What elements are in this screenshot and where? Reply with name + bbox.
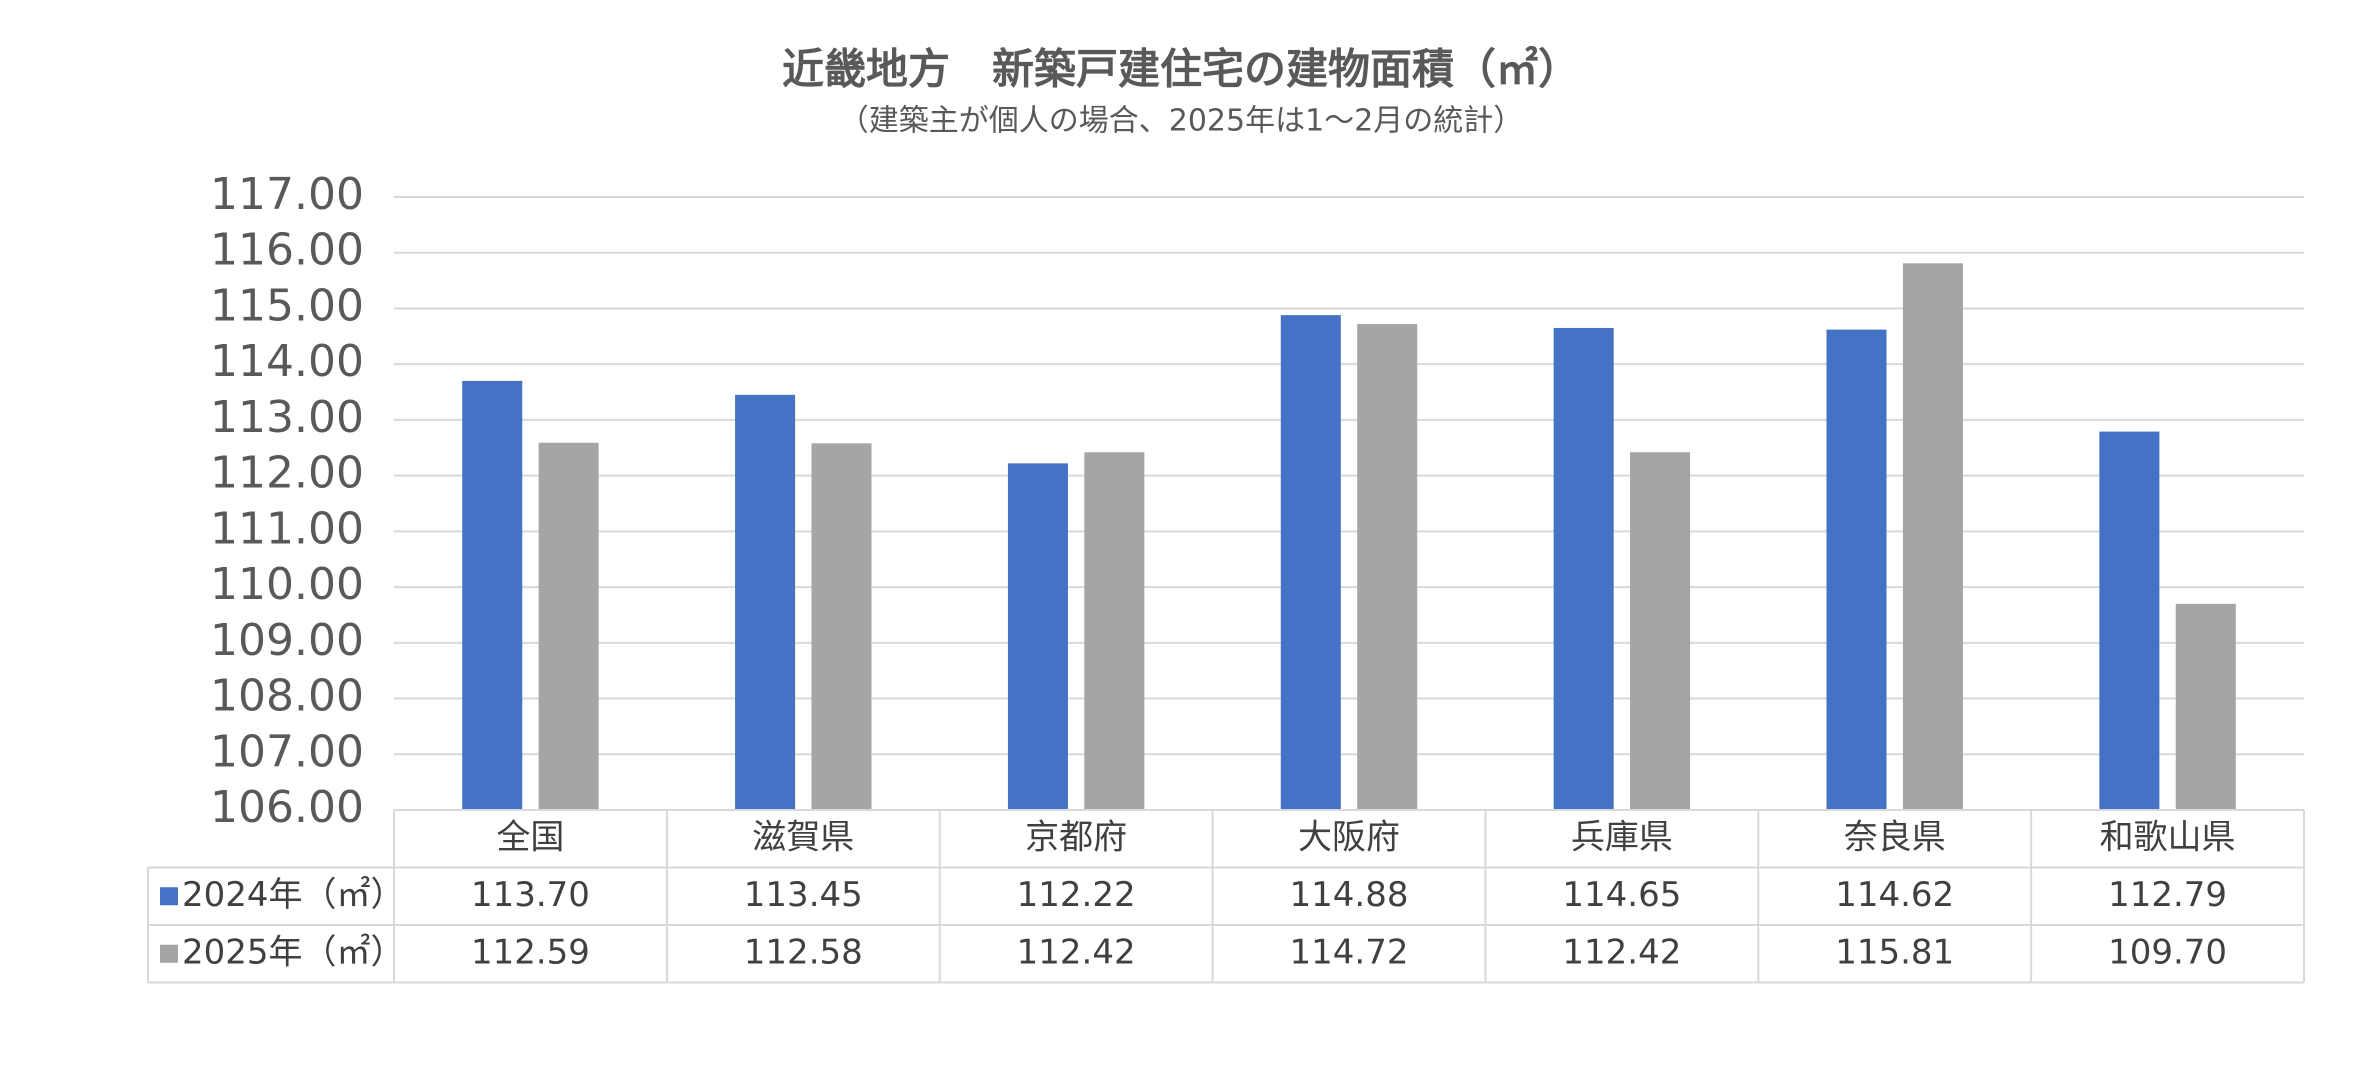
table-value: 114.62 [1835, 875, 1954, 915]
bar [462, 380, 523, 810]
bar [811, 443, 872, 810]
table-value: 109.70 [2108, 932, 2227, 972]
bar [1007, 463, 1068, 810]
bar [1553, 327, 1614, 810]
y-tick-label: 113.00 [210, 392, 364, 443]
bar [735, 394, 796, 810]
x-tick-label: 滋賀県 [752, 817, 854, 857]
chart-title: 近畿地方 新築戸建住宅の建物面積（㎡） [782, 45, 1580, 94]
table-value: 112.42 [1562, 932, 1681, 972]
y-tick-label: 112.00 [210, 448, 364, 499]
table-value: 115.81 [1835, 932, 1954, 972]
y-tick-label: 116.00 [210, 225, 364, 276]
legend-label: 2024年（㎡） [182, 875, 405, 915]
bar [538, 442, 599, 810]
bar [1084, 452, 1145, 810]
table-value: 114.65 [1562, 875, 1681, 915]
legend-swatch [160, 887, 178, 906]
x-tick-label: 奈良県 [1844, 817, 1946, 857]
bar [1902, 263, 1963, 811]
y-tick-label: 114.00 [210, 336, 364, 387]
y-tick-label: 110.00 [210, 559, 364, 610]
table-value: 112.58 [744, 932, 863, 972]
table-value: 112.59 [471, 932, 590, 972]
bar [1630, 452, 1691, 810]
x-tick-label: 兵庫県 [1571, 817, 1673, 857]
table-value: 113.70 [471, 875, 590, 915]
table-value: 112.42 [1017, 932, 1136, 972]
x-tick-label: 和歌山県 [2100, 817, 2236, 857]
chart-subtitle: （建築主が個人の場合、2025年は1～2月の統計） [839, 104, 1524, 139]
legend-label: 2025年（㎡） [182, 932, 405, 972]
table-value: 112.22 [1017, 875, 1136, 915]
bar [2099, 431, 2160, 810]
x-tick-label: 大阪府 [1298, 817, 1400, 857]
bar [2175, 603, 2236, 810]
y-tick-label: 107.00 [210, 726, 364, 777]
table-value: 112.79 [2108, 875, 2227, 915]
y-tick-label: 106.00 [210, 782, 364, 833]
y-tick-label: 117.00 [210, 169, 364, 220]
bar [1280, 315, 1341, 810]
bar [1357, 324, 1418, 810]
bar [1826, 329, 1887, 810]
y-tick-label: 108.00 [210, 671, 364, 722]
legend-swatch [160, 944, 178, 963]
x-tick-label: 全国 [496, 817, 564, 857]
table-value: 114.72 [1290, 932, 1409, 972]
y-tick-label: 115.00 [210, 280, 364, 331]
y-tick-label: 111.00 [210, 503, 364, 554]
table-value: 113.45 [744, 875, 863, 915]
table-value: 114.88 [1290, 875, 1409, 915]
x-tick-label: 京都府 [1025, 817, 1127, 857]
y-tick-label: 109.00 [210, 615, 364, 666]
